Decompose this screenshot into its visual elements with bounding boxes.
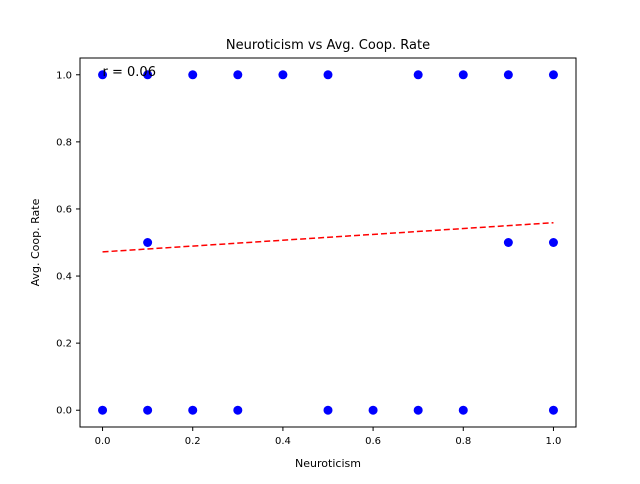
trendline [102,221,554,253]
y-tick-label: 1.0 [56,70,72,81]
data-point [143,238,153,247]
data-point [413,405,423,415]
data-point [98,405,108,415]
data-point [278,70,288,80]
x-axis-label: Neuroticism [295,457,361,470]
data-point [503,70,513,80]
plot-area [98,70,558,415]
data-point [233,405,243,415]
y-tick-label: 0.8 [56,137,72,148]
y-tick-label: 0.4 [56,272,72,283]
data-point [143,70,153,80]
plot-frame [79,57,577,428]
data-point [548,70,558,80]
data-point [188,70,198,80]
chart-title: Neuroticism vs Avg. Coop. Rate [226,38,430,53]
x-tick-label: 0.4 [275,436,291,447]
data-point [323,70,333,80]
x-tick-label: 0.6 [365,436,381,447]
data-point [323,405,333,415]
y-tick-label: 0.2 [56,339,72,350]
data-point [503,238,513,247]
data-point [368,405,378,415]
data-point [458,70,468,80]
x-tick-label: 1.0 [546,436,562,447]
data-point [143,405,153,415]
data-point [413,70,423,80]
y-tick-label: 0.0 [56,406,72,417]
correlation-annotation: r = 0.06 [103,65,156,80]
y-tick-label: 0.6 [56,204,72,215]
x-tick-label: 0.2 [185,436,201,447]
data-point [188,405,198,415]
data-point [98,70,108,80]
data-point [458,405,468,415]
data-point [548,405,558,415]
x-tick-label: 0.0 [95,436,111,447]
data-point [548,238,558,247]
data-point [233,70,243,80]
y-axis-ticks: 0.0 0.2 0.4 0.6 0.8 1.0 [56,70,80,417]
x-tick-label: 0.8 [455,436,471,447]
y-axis-label: Avg. Coop. Rate [29,198,42,286]
x-axis-ticks: 0.0 0.2 0.4 0.6 0.8 1.0 [95,427,562,447]
points-layer [98,70,558,415]
